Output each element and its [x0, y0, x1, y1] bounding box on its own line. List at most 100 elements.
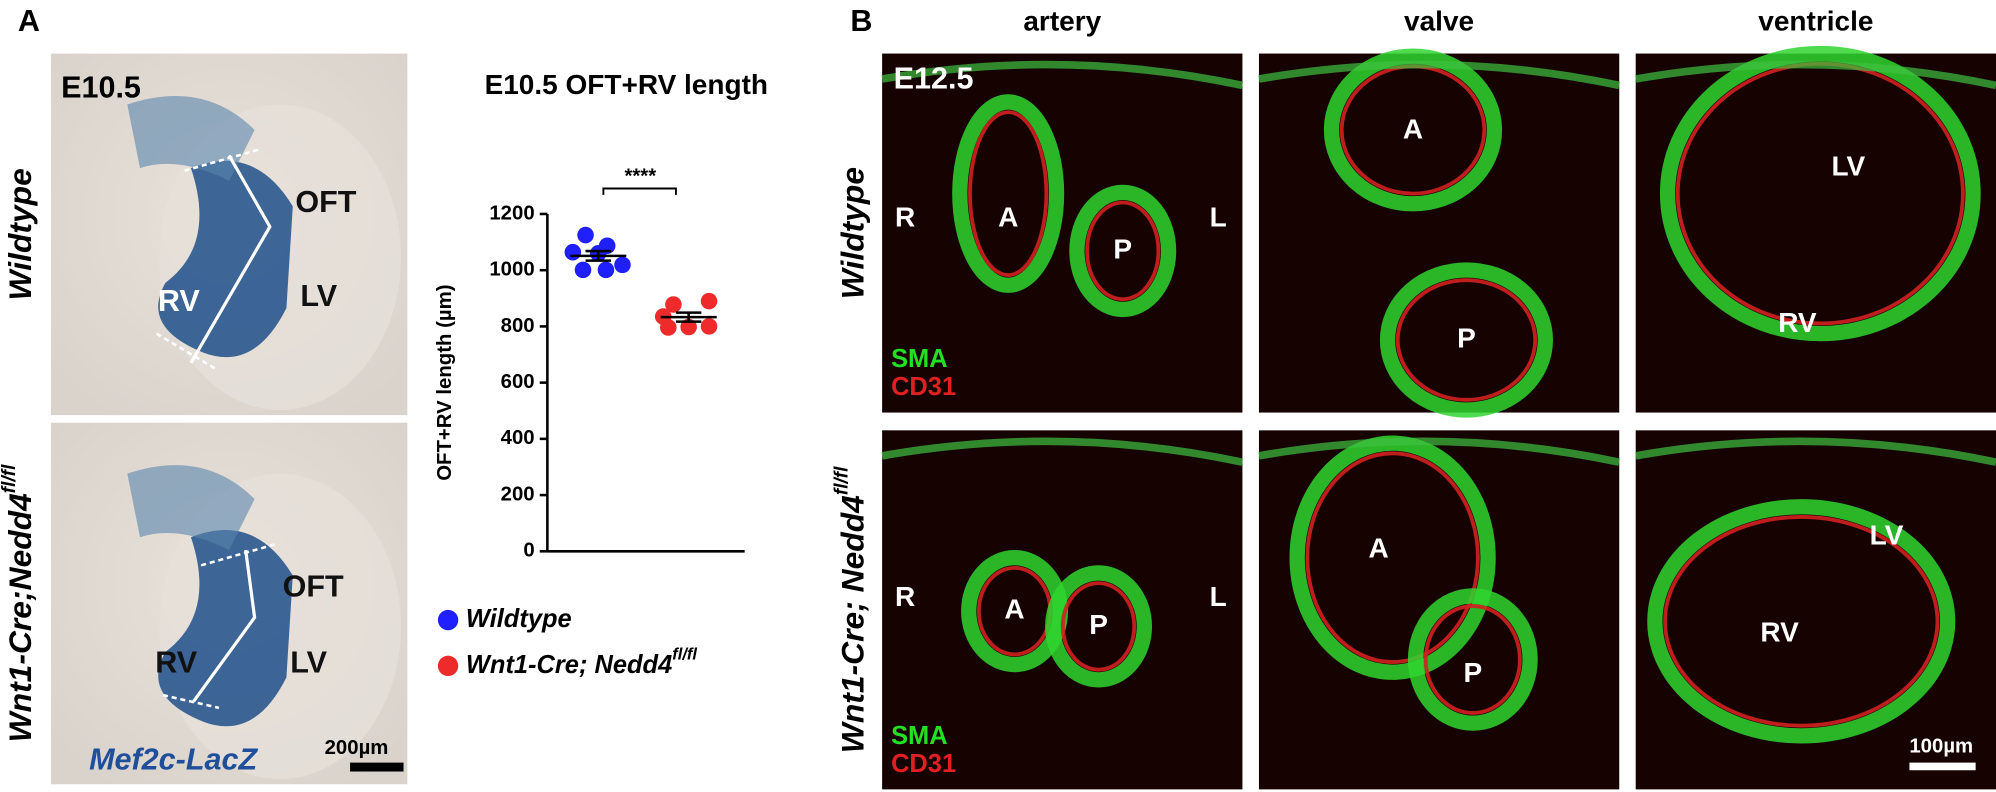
error-bar: [675, 311, 702, 323]
structure-label: P: [1463, 657, 1482, 688]
cd31-ring: [1395, 278, 1538, 402]
stain-label: SMA: [891, 722, 948, 750]
genotype-name: Wildtype: [2, 168, 38, 300]
sma-tissue: [1635, 437, 1996, 466]
sma-tissue: [1258, 437, 1620, 466]
legend-marker: [437, 609, 459, 631]
structure-label: P: [1457, 322, 1476, 353]
sma-ring: [1407, 588, 1538, 731]
data-point: [700, 318, 718, 335]
scale-bar: [1909, 762, 1976, 771]
data-point: [597, 261, 615, 279]
sma-tissue: [1635, 60, 1996, 90]
genotype-label: Wnt1-Cre;Nedd4fl/fl: [0, 464, 38, 743]
sma-ring: [1647, 499, 1956, 744]
y-tick-label: 400: [501, 427, 535, 449]
y-tick-label: 1000: [489, 259, 534, 281]
stain-label: Mef2c-LacZ: [89, 742, 258, 776]
structure-label: RV: [1760, 616, 1799, 647]
stage-label: E10.5: [61, 70, 141, 104]
genotype-name: Wnt1-Cre; Nedd4: [835, 495, 871, 753]
measure-line: [189, 154, 272, 364]
structure-label: P: [1113, 233, 1132, 264]
micrograph-tissue: [882, 53, 1243, 413]
legend-label: Wnt1-Cre; Nedd4fl/fl: [466, 645, 698, 679]
structure-label: OFT: [295, 185, 356, 219]
micrograph: [1258, 53, 1620, 413]
data-point: [577, 226, 594, 244]
sma-ring: [1379, 262, 1554, 418]
data-point: [660, 319, 677, 336]
structure-label: L: [1210, 201, 1227, 232]
sma-tissue: [881, 60, 1244, 90]
sma-ring: [1659, 45, 1981, 342]
sma-ring: [952, 94, 1065, 293]
measure-cap: [162, 693, 220, 710]
legend-marker: [437, 655, 459, 677]
y-tick-label: 600: [501, 371, 535, 393]
sma-tissue: [1258, 60, 1620, 90]
genotype-label: Wildtype: [835, 167, 871, 299]
genotype-label: Wnt1-Cre; Nedd4fl/fl: [832, 466, 871, 753]
panel-label: B: [850, 4, 872, 38]
structure-label: OFT: [283, 569, 344, 603]
significance-bracket: [602, 187, 677, 195]
significance-label: ****: [624, 165, 656, 187]
data-point: [700, 292, 718, 310]
y-tick-label: 0: [523, 540, 534, 562]
structure-label: L: [1210, 581, 1227, 612]
stain-label: CD31: [891, 373, 956, 401]
lacz-stain: [127, 465, 255, 551]
sma-ring: [1045, 565, 1153, 688]
legend-label: Wildtype: [466, 605, 572, 633]
scale-bar-label: 200µm: [325, 737, 389, 759]
data-point: [574, 261, 592, 279]
structure-label: LV: [290, 646, 327, 680]
cd31-ring: [1305, 451, 1480, 664]
measure-cap: [184, 147, 262, 172]
micrograph: [882, 53, 1243, 413]
y-tick-label: 1200: [489, 202, 534, 224]
lacz-stain: [158, 530, 293, 727]
column-header: artery: [1023, 5, 1101, 36]
data-point: [614, 256, 631, 274]
chart-title: E10.5 OFT+RV length: [485, 69, 768, 100]
cd31-ring: [1423, 604, 1522, 715]
structure-label: LV: [1870, 520, 1904, 551]
legend-name: Wildtype: [466, 605, 572, 633]
legend-superscript: fl/fl: [672, 645, 697, 664]
stage-label: E12.5: [894, 61, 974, 95]
measure-cap: [155, 332, 218, 371]
cd31-ring: [968, 110, 1049, 277]
panel-label: A: [18, 4, 40, 38]
genotype-superscript: fl/fl: [0, 464, 20, 493]
structure-label: RV: [158, 284, 201, 318]
genotype-label: Wildtype: [2, 168, 38, 300]
structure-label: R: [895, 581, 915, 612]
measure-line: [192, 549, 257, 703]
structure-label: R: [895, 201, 915, 232]
column-header: ventricle: [1758, 5, 1873, 36]
structure-label: A: [1403, 114, 1423, 145]
structure-label: A: [1368, 532, 1388, 563]
scale-bar-label: 100µm: [1909, 736, 1973, 758]
genotype-name: Wnt1-Cre;Nedd4: [2, 493, 38, 743]
structure-label: RV: [155, 646, 198, 680]
structure-label: P: [1089, 609, 1108, 640]
y-tick-label: 800: [501, 315, 535, 337]
structure-label: LV: [1831, 151, 1865, 182]
structure-label: RV: [1778, 307, 1817, 338]
sma-tissue: [881, 437, 1244, 466]
micrograph-tissue: [1258, 53, 1620, 413]
genotype-superscript: fl/fl: [832, 466, 853, 495]
cd31-ring: [1085, 200, 1161, 302]
error-bar: [585, 249, 612, 262]
measure-cap: [200, 542, 278, 567]
sma-ring: [1069, 184, 1177, 318]
data-point: [665, 296, 682, 313]
genotype-name: Wildtype: [835, 167, 871, 299]
scale-bar: [350, 762, 404, 772]
y-tick-label: 200: [501, 483, 535, 505]
